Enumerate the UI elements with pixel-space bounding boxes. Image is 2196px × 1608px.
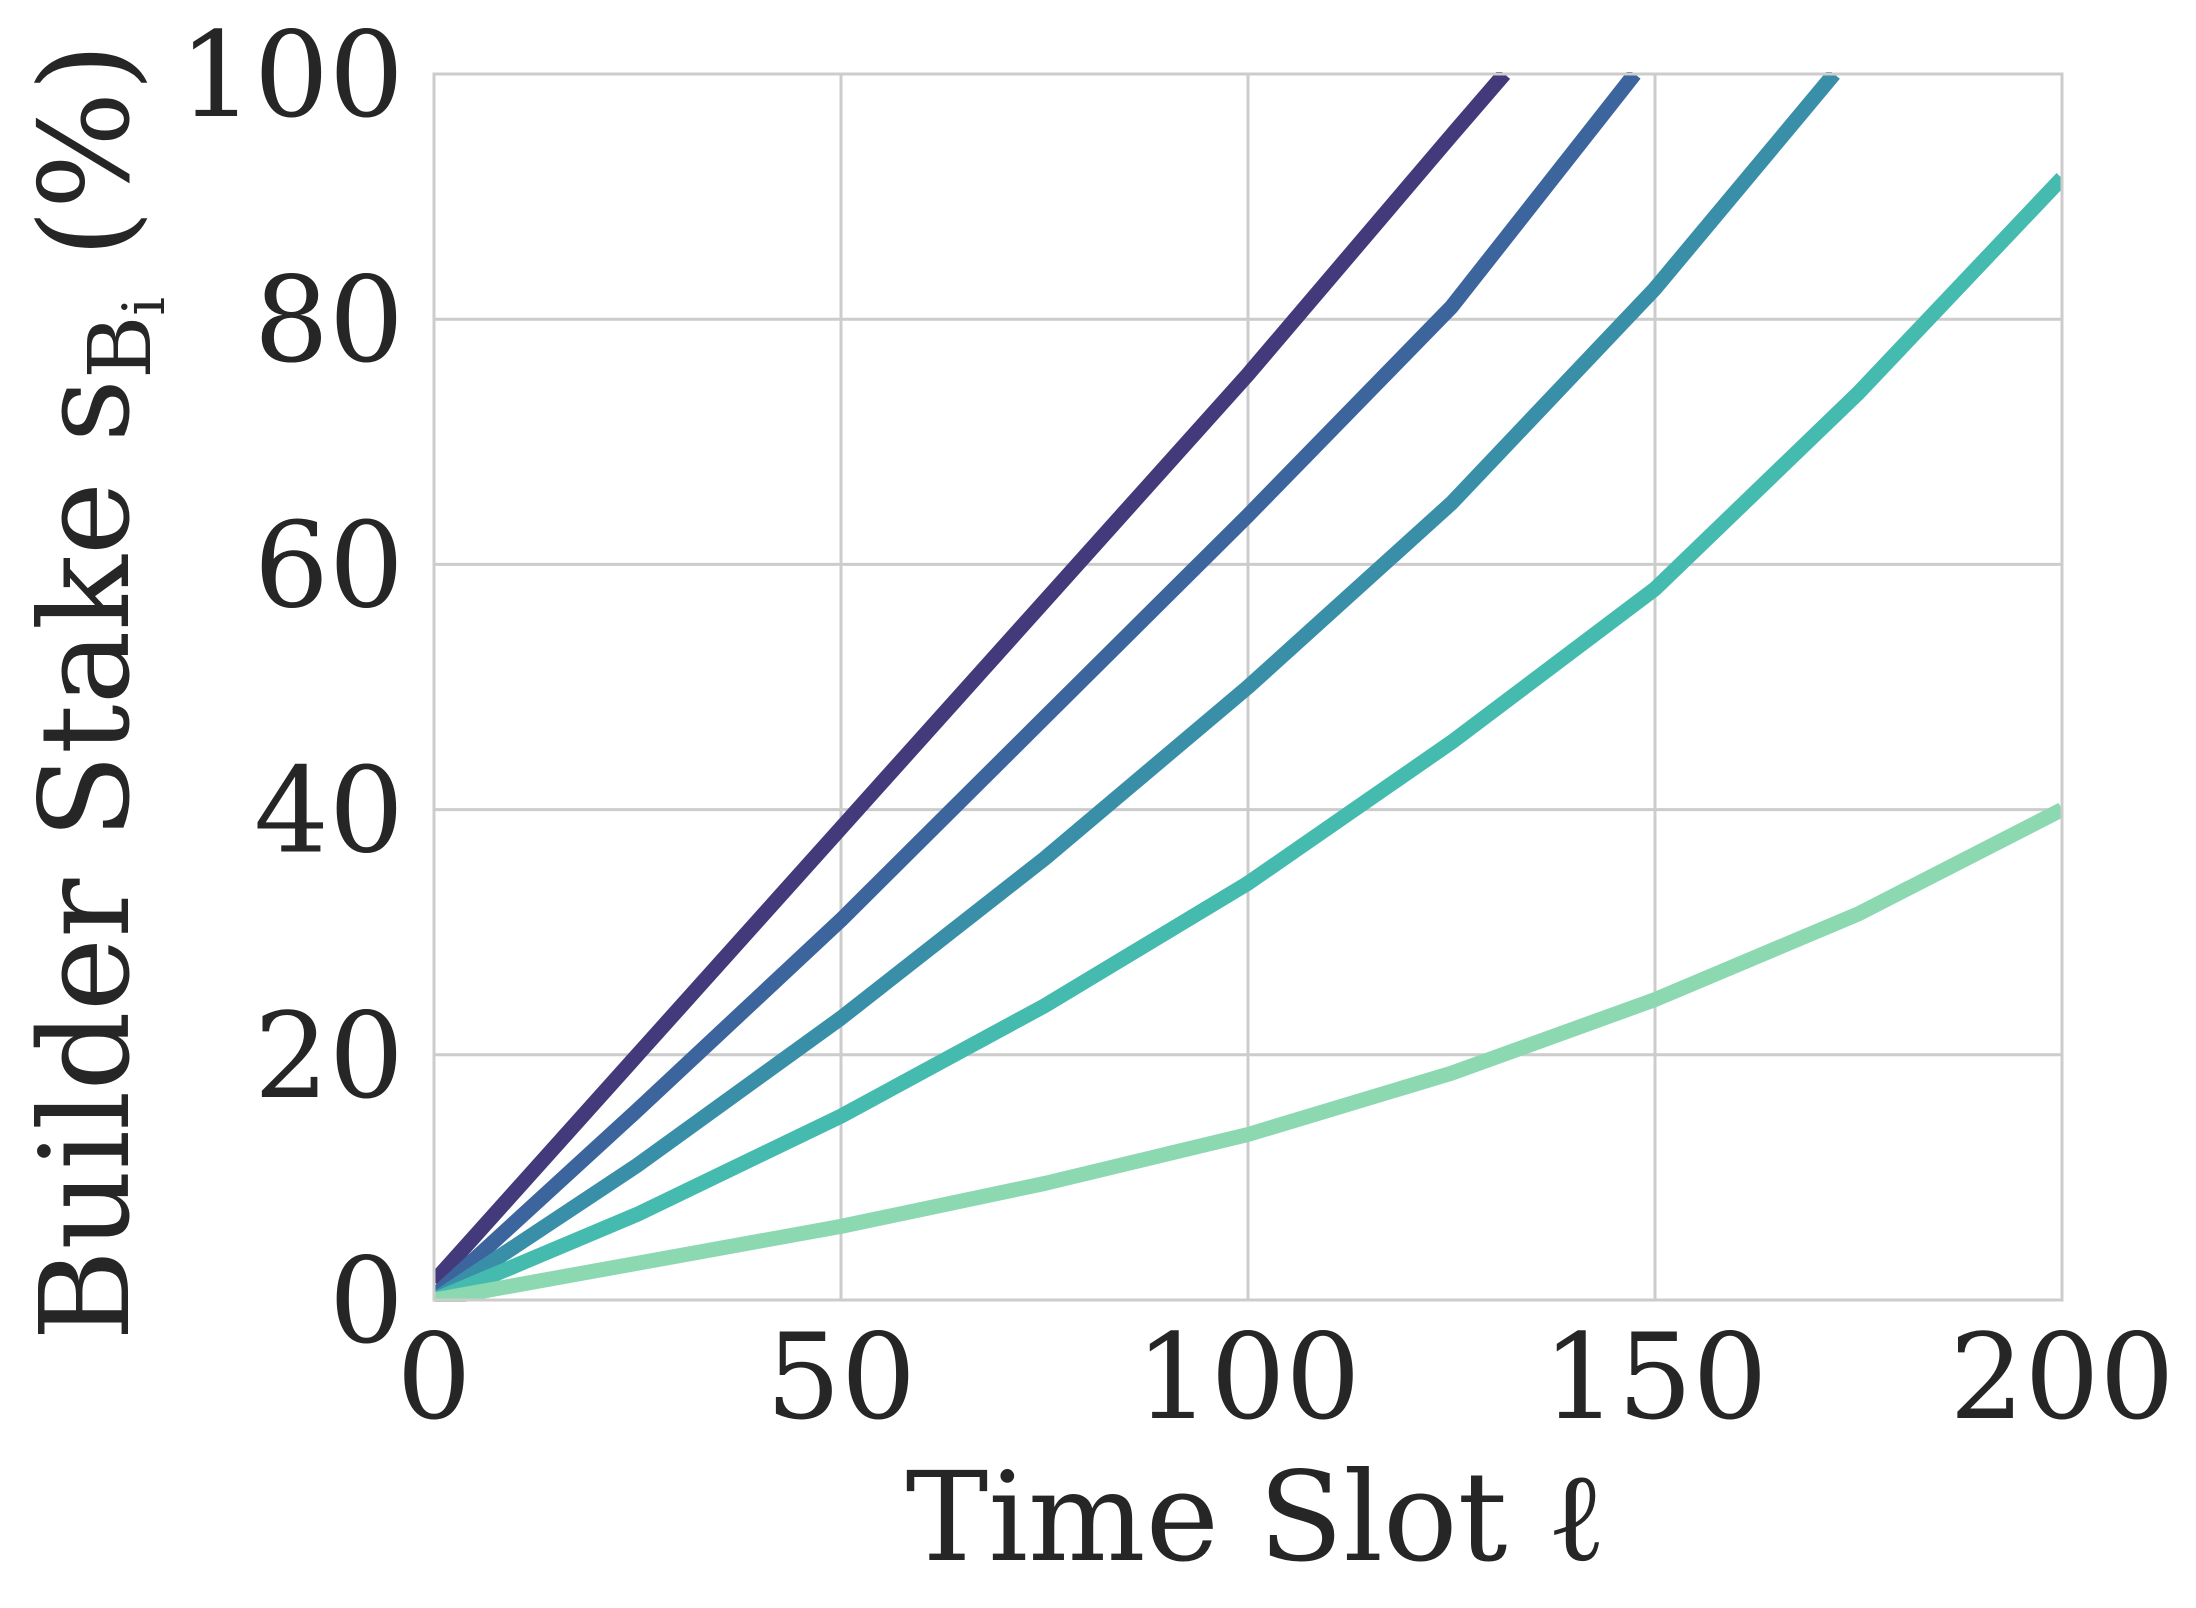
y-tick-label-0: 0 bbox=[329, 1232, 404, 1370]
x-tick-label-3: 150 bbox=[1542, 1308, 1767, 1446]
y-tick-label-1: 20 bbox=[254, 987, 404, 1125]
x-tick-labels: 0 50 100 150 200 bbox=[396, 1308, 2174, 1446]
y-axis-label-main: Builder Stake s bbox=[14, 379, 158, 1341]
y-tick-label-5: 100 bbox=[179, 6, 404, 144]
series-group bbox=[434, 72, 2062, 1302]
series-line-3 bbox=[434, 72, 1840, 1302]
y-axis-label-unit: (%) bbox=[14, 43, 158, 297]
y-axis-label: Builder Stake sBi (%) bbox=[14, 43, 178, 1341]
series-line-5 bbox=[434, 802, 2062, 1302]
series-line-4 bbox=[434, 173, 2062, 1302]
series-line-2 bbox=[434, 72, 1641, 1302]
x-tick-label-0: 0 bbox=[396, 1308, 471, 1446]
x-axis-label: Time Slot ℓ bbox=[906, 1446, 1607, 1590]
y-axis-label-subscript: B bbox=[71, 316, 171, 379]
plot-frame bbox=[432, 72, 2064, 1302]
y-tick-label-2: 40 bbox=[254, 742, 404, 880]
x-tick-label-4: 200 bbox=[1949, 1308, 2174, 1446]
y-tick-labels: 0 20 40 60 80 100 bbox=[179, 6, 404, 1370]
y-tick-label-4: 80 bbox=[254, 251, 404, 389]
x-tick-label-2: 100 bbox=[1135, 1308, 1360, 1446]
y-tick-label-3: 60 bbox=[254, 496, 404, 634]
x-tick-label-1: 50 bbox=[766, 1308, 916, 1446]
series-line-1 bbox=[434, 72, 1511, 1287]
y-axis-label-subsubscript: i bbox=[110, 297, 178, 316]
